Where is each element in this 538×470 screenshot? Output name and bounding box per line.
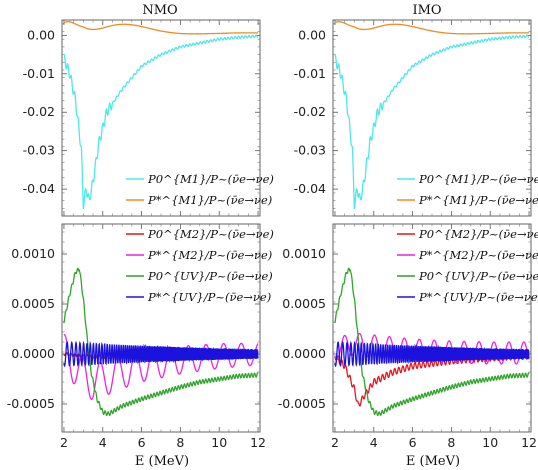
title-nmo: NMO	[142, 3, 177, 18]
legend-label: P*^{UV}/P~(ν̄e→νe)	[147, 290, 271, 304]
legend-label: P*^{M2}/P~(ν̄e→νe)	[147, 248, 272, 262]
series-line-green	[334, 267, 530, 417]
x-tick-label: 4	[99, 435, 107, 450]
y-tick-label: -0.03	[23, 143, 55, 158]
legend-label: P*^{M1}/P~(ν̄e→νe)	[147, 193, 272, 207]
legend-label: P0^{UV}/P~(ν̄e→νe)	[418, 269, 538, 283]
y-tick-label: 0.0005	[282, 296, 326, 311]
panel-2: 0.0010 0.0005 0.0000 -0.0005 2 4 6 8 10 12 P0^{M2}…	[7, 223, 274, 450]
legend-label: P0^{M2}/P~(ν̄e→νe)	[147, 227, 274, 241]
series-line-blue	[63, 340, 259, 368]
x-tick-label: 6	[138, 435, 146, 450]
y-tick-label: 0.00	[298, 27, 326, 42]
x-tick-label: 2	[60, 435, 68, 450]
xlabel-left: E (MeV)	[135, 454, 189, 469]
x-tick-label: 12	[250, 435, 266, 450]
legend-label: P0^{UV}/P~(ν̄e→νe)	[147, 269, 273, 283]
x-tick-label: 4	[370, 435, 378, 450]
series-line-cyan	[334, 34, 530, 210]
xlabel-right: E (MeV)	[406, 454, 460, 469]
legend-label: P*^{UV}/P~(ν̄e→νe)	[418, 290, 538, 304]
x-tick-label: 12	[521, 435, 537, 450]
series-line-blue	[334, 340, 530, 368]
y-tick-label: 0.0000	[282, 346, 326, 361]
y-tick-label: 0.0010	[282, 246, 326, 261]
x-tick-label: 2	[331, 435, 339, 450]
series-line-green	[63, 267, 259, 417]
y-tick-label: -0.0005	[7, 396, 55, 411]
panel-0: 0.00 -0.01 -0.02 -0.03 -0.04 P0^{M1}/P~(ν̄e→ν…	[23, 19, 274, 217]
y-tick-label: 0.00	[27, 27, 55, 42]
y-tick-label: -0.01	[294, 66, 326, 81]
y-tick-label: 0.0010	[11, 246, 55, 261]
legend-label: P*^{M2}/P~(ν̄e→νe)	[418, 248, 538, 262]
y-tick-label: -0.02	[294, 104, 326, 119]
series-line-magenta	[63, 334, 259, 401]
x-tick-label: 10	[482, 435, 498, 450]
x-tick-label: 10	[211, 435, 227, 450]
y-tick-label: 0.0005	[11, 296, 55, 311]
y-tick-label: -0.02	[23, 104, 55, 119]
title-imo: IMO	[412, 3, 441, 18]
y-tick-label: -0.04	[23, 181, 55, 196]
series-line-cyan	[63, 34, 259, 210]
y-tick-label: -0.0005	[278, 396, 326, 411]
legend-label: P0^{M2}/P~(ν̄e→νe)	[418, 227, 538, 241]
panel-1: 0.00 -0.01 -0.02 -0.03 -0.04 P0^{M1}/P~(ν̄e→ν…	[294, 19, 538, 217]
x-tick-label: 6	[409, 435, 417, 450]
legend-label: P0^{M1}/P~(ν̄e→νe)	[418, 172, 538, 186]
legend-label: P*^{M1}/P~(ν̄e→νe)	[418, 193, 538, 207]
series-line-orange	[63, 21, 259, 35]
y-tick-label: -0.04	[294, 181, 326, 196]
panel-3: 0.0010 0.0005 0.0000 -0.0005 2 4 6 8 10 12 P0^{M2}…	[278, 223, 538, 450]
x-tick-label: 8	[176, 435, 184, 450]
x-tick-label: 8	[447, 435, 455, 450]
y-tick-label: 0.0000	[11, 346, 55, 361]
series-line-orange	[334, 21, 530, 35]
y-tick-label: -0.01	[23, 66, 55, 81]
y-tick-label: -0.03	[294, 143, 326, 158]
legend-label: P0^{M1}/P~(ν̄e→νe)	[147, 172, 274, 186]
